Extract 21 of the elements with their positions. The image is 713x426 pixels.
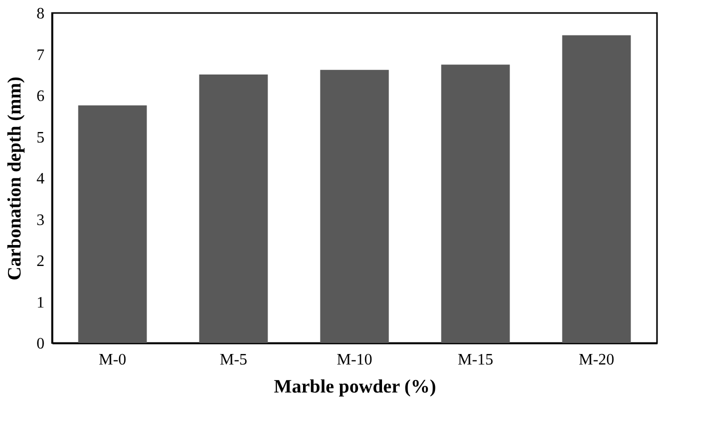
bar: [199, 74, 268, 343]
y-tick-label: 8: [36, 6, 44, 22]
x-tick-label: M-0: [98, 352, 126, 368]
bar: [562, 35, 631, 343]
x-tick-label: M-20: [578, 352, 614, 368]
y-tick-label: 1: [36, 294, 44, 312]
y-tick-label: 4: [36, 170, 44, 188]
bar: [78, 105, 147, 343]
y-tick-label: 2: [36, 253, 44, 270]
y-tick-label: 5: [36, 129, 44, 146]
y-tick-label: 3: [36, 212, 44, 229]
bar: [320, 70, 389, 343]
y-tick-label: 0: [36, 336, 44, 352]
x-tick-label: M-10: [336, 352, 372, 368]
x-tick-label: M-15: [458, 352, 494, 368]
y-axis-title: Carbonation depth (mm): [4, 76, 26, 280]
y-tick-label: 6: [36, 88, 44, 105]
bar: [441, 64, 510, 343]
x-axis-title: Marble powder (%): [274, 376, 436, 398]
y-tick-label: 7: [36, 46, 44, 64]
x-tick-label: M-5: [220, 352, 248, 368]
